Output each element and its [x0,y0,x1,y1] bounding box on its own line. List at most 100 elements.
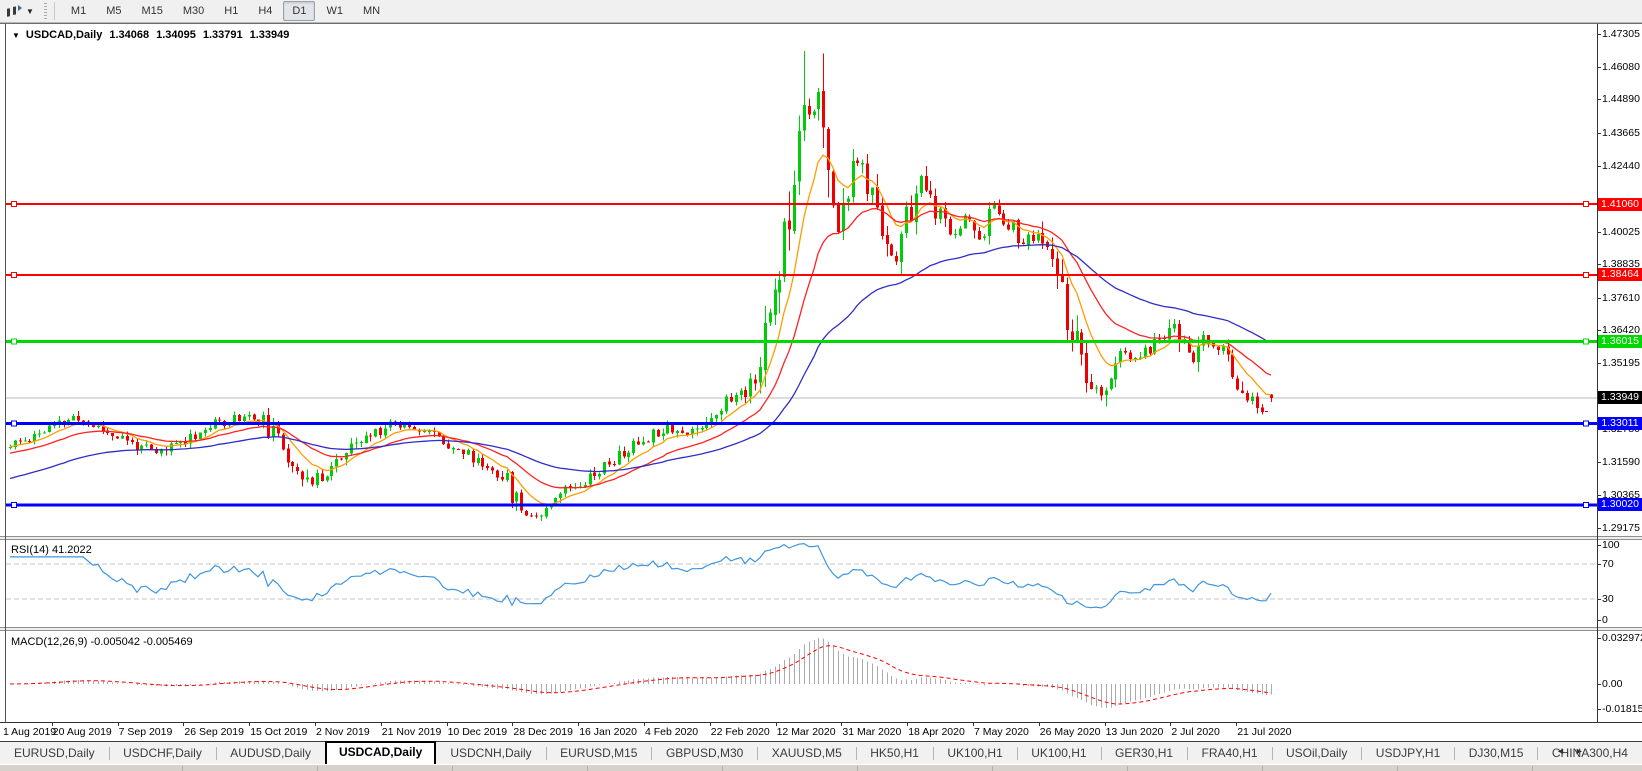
rsi-label: RSI(14) 41.2022 [11,544,92,556]
tab-hk50-h1[interactable]: HK50,H1 [870,746,919,760]
timeframe-button-m5[interactable]: M5 [106,5,122,17]
price-tick-mark [1597,166,1601,168]
timeframe-button-mn[interactable]: MN [362,5,381,17]
tab-audusd-daily[interactable]: AUDUSD,Daily [230,746,311,760]
tab-ger30-h1[interactable]: GER30,H1 [1115,746,1174,760]
tab-china300-h4[interactable]: CHINA300,H4 [1551,746,1628,760]
time-tick-mark [1236,722,1238,726]
status-strip-separator [317,766,318,771]
status-strip-separator [182,766,183,771]
price-tick-mark [1597,297,1601,299]
price-badge: 1.41060 [1598,197,1642,211]
candlestick-plot[interactable] [0,25,1642,537]
price-tick-mark [1597,132,1601,134]
time-tick-mark [183,722,185,726]
timeframe-button-m15[interactable]: M15 [141,5,163,17]
tab-eurusd-daily[interactable]: EURUSD,Daily [14,746,95,760]
time-tick-label: 2 Nov 2019 [316,726,370,738]
price-tick-label: 1.37610 [1602,291,1640,304]
tab-usoil-daily[interactable]: USOil,Daily [1286,746,1348,760]
tab-dj30-m15[interactable]: DJ30,M15 [1468,746,1524,760]
macd-plot[interactable] [0,631,1642,722]
status-strip-separator [452,766,453,771]
macd-tick-label: 0.00 [1602,677,1623,690]
tab-scroll-right-icon[interactable]: ► [1574,746,1584,756]
chart-tab-bar: EURUSD,Daily USDCHF,Daily AUDUSD,Daily USDC… [0,741,1642,764]
tab-uk100-h1[interactable]: UK100,H1 [1031,746,1087,760]
rsi-macd-splitter[interactable] [0,627,1642,631]
tab-xauusd-m5[interactable]: XAUUSD,M5 [771,746,842,760]
tab-uk100-h1[interactable]: UK100,H1 [947,746,1003,760]
time-tick-mark [775,722,777,726]
status-strip-separator [1397,766,1398,771]
toolbar-separator [53,2,55,20]
charts-dropdown-button[interactable]: ▼ [2,3,38,20]
tab-usdjpy-h1[interactable]: USDJPY,H1 [1375,746,1441,760]
status-strip-separator [1127,766,1128,771]
price-rsi-splitter[interactable] [0,536,1642,540]
price-badge: 1.36015 [1598,335,1642,349]
time-tick-label: 7 May 2020 [974,726,1029,738]
timeframe-button-d1[interactable]: D1 [283,1,316,21]
time-tick-mark [446,722,448,726]
price-tick-label: 1.31590 [1602,455,1640,468]
rsi-tick-label: 0 [1602,613,1608,626]
time-tick-mark [51,722,53,726]
time-tick-label: 18 Apr 2020 [908,726,965,738]
price-tick-mark [1597,231,1601,233]
time-tick-label: 12 Mar 2020 [776,726,836,738]
price-tick-label: 1.38835 [1602,258,1640,271]
rsi-tick-label: 70 [1602,557,1614,570]
ma-lines [9,154,1272,505]
rsi-tick-mark [1597,619,1601,621]
time-tick-mark [1170,722,1172,726]
price-tick-label: 1.44890 [1602,93,1640,106]
toolbar-drag-grip[interactable] [43,3,50,19]
tab-eurusd-m15[interactable]: EURUSD,M15 [560,746,638,760]
rsi-tick-mark [1597,598,1601,600]
price-tick-label: 1.43665 [1602,126,1640,139]
tab-fra40-h1[interactable]: FRA40,H1 [1201,746,1258,760]
tab-usdchf-daily[interactable]: USDCHF,Daily [123,746,202,760]
price-tick-mark [1597,66,1601,68]
macd-tick-label: 0.032972 [1602,631,1642,644]
price-axis-line[interactable] [1597,24,1598,722]
timeframe-button-m30[interactable]: M30 [182,5,205,17]
time-tick-mark [512,722,514,726]
macd-histogram [15,638,1272,708]
time-tick-mark [117,722,119,726]
macd-tick-label: -0.018154 [1602,702,1642,715]
tab-scroll-left-icon[interactable]: ◄ [1556,746,1565,756]
candles [9,51,1273,522]
ohlc-close: 1.33949 [249,29,290,41]
ohlc-high: 1.34095 [156,29,196,41]
price-badge: 1.30020 [1598,498,1642,512]
time-tick-label: 28 Dec 2019 [513,726,573,738]
tab-gbpusd-m30[interactable]: GBPUSD,M30 [665,746,744,760]
tab-usdcad-daily[interactable]: USDCAD,Daily [324,741,437,764]
time-tick-label: 31 Mar 2020 [842,726,902,738]
time-tick-label: 21 Jul 2020 [1237,726,1292,738]
price-tick-mark [1597,330,1601,332]
ohlc-open: 1.34068 [109,29,150,41]
timeframe-button-w1[interactable]: W1 [326,5,343,17]
timeframe-button-h4[interactable]: H4 [258,5,273,17]
price-tick-label: 1.42440 [1602,160,1640,173]
status-strip [0,764,1642,771]
price-tick-mark [1597,363,1601,365]
horizontal-level-lines [6,201,1597,508]
price-badge: 1.33011 [1598,416,1642,430]
price-tick-mark [1597,461,1601,463]
timeframe-button-h1[interactable]: H1 [224,5,239,17]
status-strip-separator [1262,766,1263,771]
tab-usdcnh-daily[interactable]: USDCNH,Daily [450,746,532,760]
rsi-plot[interactable] [0,540,1642,627]
time-tick-label: 4 Feb 2020 [645,726,699,738]
timeframe-button-m1[interactable]: M1 [70,5,87,17]
plot-left-border [5,24,6,722]
price-tick-label: 1.29175 [1602,521,1640,534]
time-tick-label: 1 Aug 2019 [3,726,57,738]
price-tick-mark [1597,527,1601,529]
price-badge: 1.38464 [1598,268,1642,282]
rsi-tick-label: 100 [1602,538,1620,551]
